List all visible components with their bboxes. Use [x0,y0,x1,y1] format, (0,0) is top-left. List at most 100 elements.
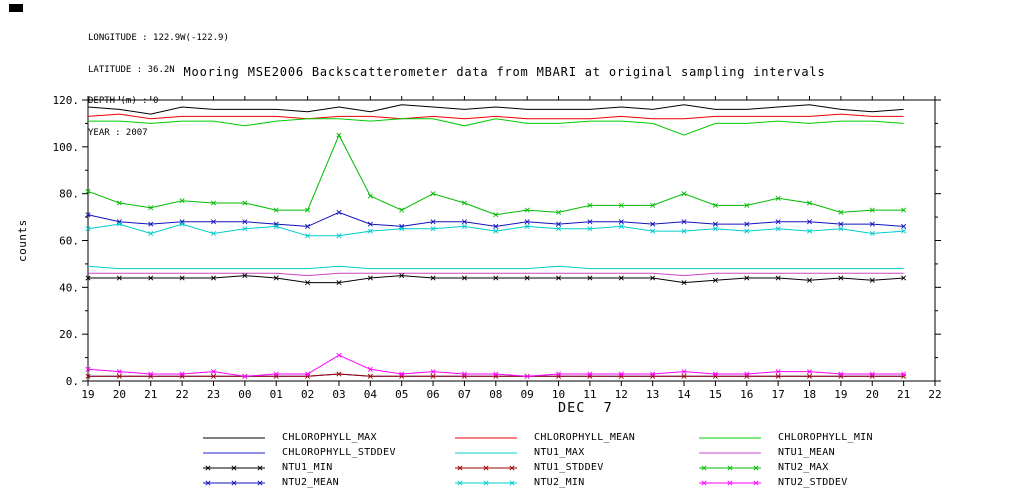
legend-label: CHLOROPHYLL_STDDEV [282,447,396,458]
marker-x [367,221,373,227]
legend-item-ntu2_stddev: NTU2_STDDEV [698,477,908,489]
marker-x [744,275,750,281]
marker-x [305,207,311,213]
marker-x [556,221,562,227]
marker-x [242,226,248,232]
y-tick-label: 80. [59,188,79,201]
legend-line-sample [455,437,517,438]
marker-x [399,371,405,377]
x-tick-label: 22 [928,388,941,401]
marker-x [744,221,750,227]
marker-x [148,205,154,211]
marker-x [775,219,781,225]
marker-x [838,209,844,215]
marker-x [838,221,844,227]
marker-x [430,373,436,379]
marker-x [399,207,405,213]
marker-x [179,198,185,204]
legend-line-sample [203,437,265,438]
marker-x [681,280,687,286]
marker-x [524,373,530,379]
legend-line-sample [203,479,265,486]
series-line-ntu1_min [88,275,904,284]
marker-x [148,230,154,236]
legend-label: CHLOROPHYLL_MAX [282,432,377,443]
marker-x [305,233,311,239]
marker-x [85,212,91,218]
marker-x [148,371,154,377]
marker-x [305,280,311,286]
marker-x [461,275,467,281]
legend-label: NTU2_STDDEV [778,477,848,488]
marker-x [618,275,624,281]
y-tick-label: 120. [53,94,80,107]
marker-x [430,191,436,197]
marker-x [838,371,844,377]
marker-x [901,207,907,213]
marker-x [681,369,687,375]
marker-x [210,219,216,225]
marker-x [650,371,656,377]
year-label: YEAR : 2007 [88,127,148,138]
marker-x [807,373,813,379]
latitude-label: LATITUDE : 36.2N [88,64,175,75]
x-tick-label: 19 [81,388,94,401]
x-tick-label: 21 [144,388,157,401]
legend-label: NTU1_MIN [282,462,333,473]
marker-x [179,275,185,281]
marker-x [179,221,185,227]
marker-x [210,373,216,379]
marker-x [305,223,311,229]
marker-x [493,275,499,281]
series-line-chlorophyll_mean [87,113,904,120]
x-tick-label: 17 [772,388,785,401]
marker-x [587,219,593,225]
marker-x [681,373,687,379]
marker-x [587,371,593,377]
series-line-ntu1_mean [88,272,904,277]
x-tick-label: 12 [615,388,628,401]
marker-x [367,275,373,281]
marker-x [242,200,248,206]
x-tick-label: 14 [677,388,691,401]
legend-label: CHLOROPHYLL_MEAN [534,432,636,443]
marker-x [116,200,122,206]
plot-area: 0. 20. 40. 60. 80. 100. 120. 19 20 21 22 23 00 01 02 03… [53,94,942,401]
marker-x [618,219,624,225]
legend-item-ntu1_stddev: NTU1_STDDEV [454,462,698,474]
marker-x [712,202,718,208]
marker-x [744,371,750,377]
x-tick-label: 23 [207,388,220,401]
marker-x [85,373,91,379]
legend-label: CHLOROPHYLL_MIN [778,432,873,443]
marker-x [712,221,718,227]
legend-item-ntu2_min: NTU2_MIN [454,477,698,489]
x-tick-label: 00 [238,388,251,401]
x-tick-label: 02 [301,388,314,401]
y-tick-label: 20. [59,328,79,341]
legend-line-sample [455,452,517,453]
marker-x [148,275,154,281]
depth-label: DEPTH (m) : 0 [88,96,159,106]
marker-x [869,230,875,236]
marker-x [650,221,656,227]
marker-x [430,369,436,375]
x-tick-label: 05 [395,388,408,401]
marker-x [775,195,781,201]
marker-x [493,223,499,229]
x-axis-label: DEC 7 [558,400,613,416]
x-tick-label: 16 [740,388,753,401]
metadata-block: LONGITUDE : 122.9W(-122.9) LATITUDE : 36… [88,12,229,159]
marker-x [493,371,499,377]
x-tick-label: 09 [521,388,534,401]
marker-x [179,371,185,377]
y-tick-label: 0. [66,375,79,388]
marker-x [336,352,342,358]
legend-line-sample [203,452,265,453]
marker-x [210,200,216,206]
marker-x [869,371,875,377]
marker-x [461,223,467,229]
marker-x [273,371,279,377]
legend-label: NTU1_MEAN [778,447,835,458]
marker-x [85,275,91,281]
